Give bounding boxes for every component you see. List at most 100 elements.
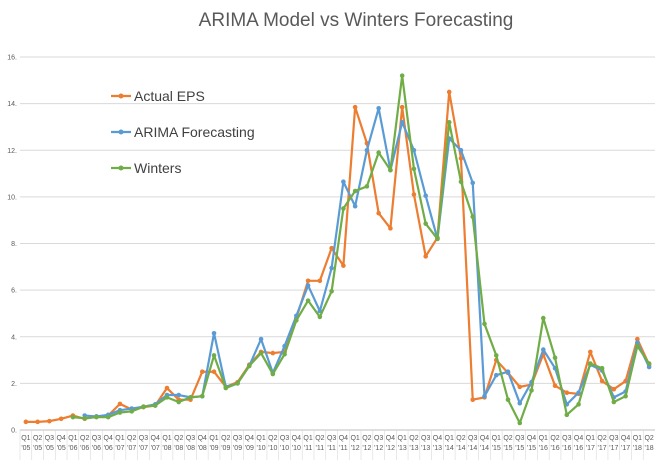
- data-point: [411, 192, 417, 197]
- x-tick-label: Q2'06: [80, 435, 89, 452]
- data-point: [423, 254, 428, 259]
- x-tick-label: Q2'16: [550, 435, 559, 452]
- data-point: [211, 353, 217, 358]
- legend-item: Winters: [111, 160, 181, 176]
- data-point: [35, 419, 40, 425]
- x-tick-label: Q2'18: [644, 435, 653, 452]
- data-point: [376, 150, 381, 155]
- data-point: [94, 414, 99, 420]
- x-tick-label: Q4'13: [433, 435, 442, 452]
- data-point: [599, 378, 605, 384]
- data-point: [152, 403, 158, 408]
- data-point: [552, 383, 558, 389]
- data-point: [376, 105, 381, 111]
- data-point: [399, 73, 405, 78]
- data-point: [388, 167, 393, 173]
- x-tick-label: Q3'10: [280, 435, 289, 452]
- data-point: [435, 236, 440, 242]
- data-point: [176, 392, 182, 398]
- data-point: [329, 245, 334, 251]
- data-point: [588, 361, 593, 366]
- data-point: [411, 166, 417, 172]
- x-tick-label: Q4'16: [574, 435, 583, 452]
- x-tick-label: Q1'15: [492, 435, 501, 452]
- data-point: [211, 330, 217, 336]
- x-tick-label: Q4'08: [198, 435, 207, 452]
- data-point: [258, 336, 264, 342]
- data-point: [599, 365, 605, 371]
- x-axis-tick-labels: Q1'05Q2'05Q3'05Q4'05Q1'06Q2'06Q3'06Q4'06…: [19, 430, 654, 460]
- data-point: [493, 372, 499, 378]
- data-point: [399, 104, 405, 110]
- data-point: [341, 206, 346, 211]
- x-tick-label: Q4'07: [151, 435, 160, 452]
- x-tick-label: Q2'17: [597, 435, 606, 452]
- data-point: [576, 402, 581, 407]
- x-tick-label: Q1'17: [586, 435, 595, 452]
- x-tick-label: Q2'09: [221, 435, 230, 452]
- data-point: [223, 385, 229, 391]
- y-tick-label: 10.: [7, 194, 17, 201]
- data-point: [446, 89, 452, 95]
- data-point: [364, 147, 370, 153]
- data-point: [247, 363, 252, 369]
- x-tick-label: Q4'17: [621, 435, 630, 452]
- data-point: [540, 315, 546, 321]
- data-point: [423, 221, 428, 226]
- x-tick-label: Q1'09: [209, 435, 218, 452]
- x-tick-label: Q4'06: [104, 435, 113, 452]
- data-point: [470, 397, 476, 402]
- data-point: [164, 385, 170, 391]
- data-point: [105, 414, 111, 420]
- data-point: [635, 336, 640, 342]
- legend-point-marker: [118, 93, 124, 99]
- data-point: [317, 314, 323, 320]
- data-point: [23, 419, 29, 425]
- data-point: [646, 361, 652, 366]
- y-axis-tick-labels: 0. 2. 4. 6. 8. 10. 12. 14. 16.: [7, 55, 17, 435]
- series-lines: [23, 73, 652, 426]
- x-tick-label: Q4'09: [245, 435, 254, 452]
- x-tick-label: Q3'07: [139, 435, 148, 452]
- data-point: [58, 416, 64, 422]
- legend: Actual EPS ARIMA Forecasting Winters: [111, 88, 255, 176]
- legend-point-marker: [118, 129, 124, 135]
- data-point: [164, 395, 170, 400]
- data-point: [282, 343, 287, 349]
- data-point: [564, 390, 570, 396]
- x-tick-label: Q3'13: [421, 435, 430, 452]
- data-point: [458, 179, 464, 185]
- data-point: [341, 263, 346, 268]
- data-point: [646, 364, 652, 370]
- data-point: [329, 265, 334, 271]
- series-arima-forecasting: [82, 105, 652, 419]
- data-point: [352, 188, 358, 194]
- legend-label: Actual EPS: [134, 88, 205, 104]
- data-point: [258, 350, 264, 356]
- x-tick-label: Q1'16: [539, 435, 548, 452]
- x-tick-label: Q4'11: [339, 435, 348, 452]
- legend-item: ARIMA Forecasting: [111, 124, 255, 140]
- x-tick-label: Q1'11: [303, 435, 312, 452]
- x-tick-label: Q1'18: [633, 435, 642, 452]
- x-tick-label: Q4'15: [527, 435, 536, 452]
- data-point: [482, 321, 487, 327]
- x-tick-label: Q3'15: [515, 435, 524, 452]
- data-point: [635, 340, 640, 345]
- y-tick-label: 16.: [7, 55, 17, 62]
- data-point: [199, 369, 205, 375]
- legend-label: Winters: [134, 160, 181, 176]
- x-tick-label: Q2'07: [127, 435, 136, 452]
- data-point: [611, 399, 617, 405]
- data-point: [211, 369, 217, 375]
- data-point: [176, 399, 182, 405]
- data-point: [117, 410, 123, 415]
- data-point: [482, 393, 487, 399]
- y-tick-label: 12.: [7, 148, 17, 155]
- data-point: [199, 393, 205, 399]
- data-point: [505, 369, 511, 375]
- x-tick-label: Q1'07: [115, 435, 124, 452]
- x-tick-label: Q1'06: [68, 435, 77, 452]
- x-tick-label: Q2'15: [503, 435, 512, 452]
